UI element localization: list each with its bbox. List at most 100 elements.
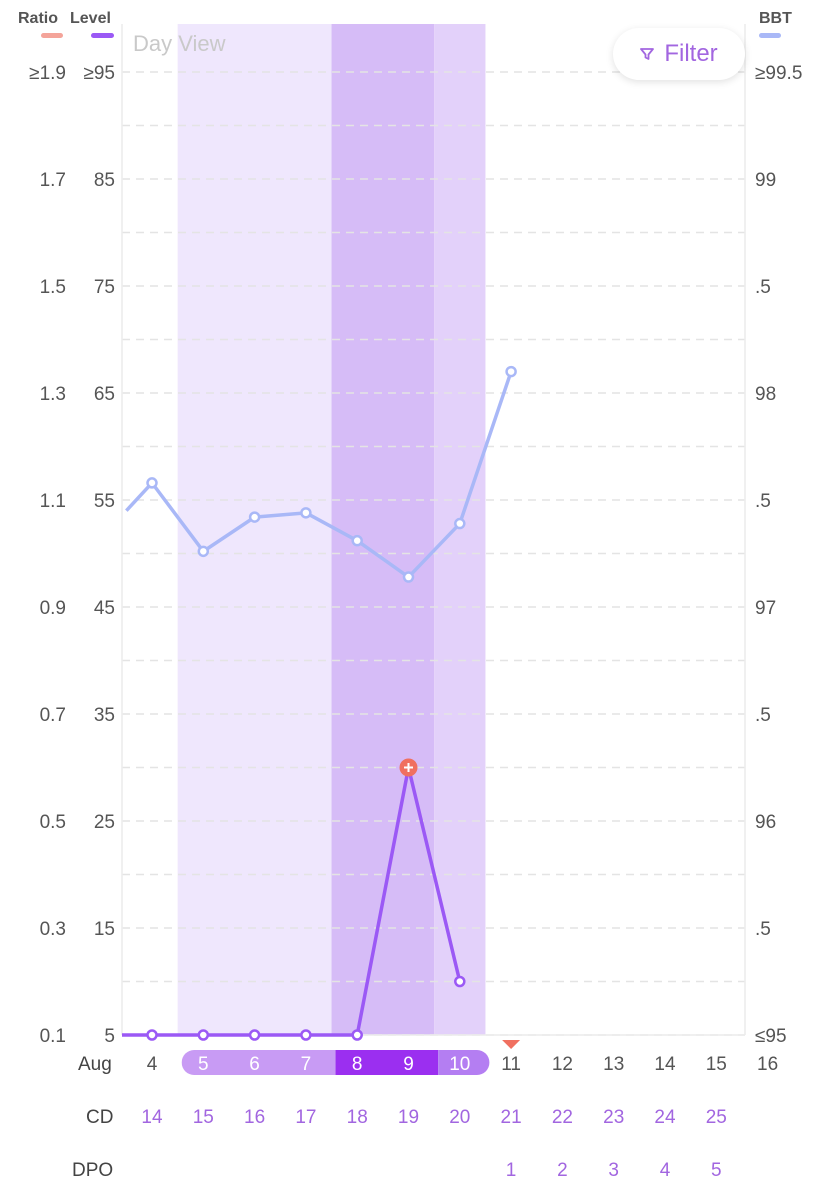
dpo-row-label: DPO bbox=[72, 1160, 113, 1181]
day-number: 7 bbox=[301, 1054, 312, 1075]
cycle-day-number: 20 bbox=[449, 1107, 470, 1128]
day-number: 10 bbox=[449, 1054, 470, 1075]
legend-bbt-swatch bbox=[759, 33, 781, 38]
level-tick-label: 65 bbox=[94, 384, 115, 405]
cycle-day-number: 24 bbox=[654, 1107, 676, 1128]
cycle-day-number: 21 bbox=[501, 1107, 522, 1128]
day-number: 4 bbox=[147, 1054, 158, 1075]
series-point-bbt bbox=[300, 507, 312, 519]
month-row-label: Aug bbox=[78, 1054, 112, 1075]
day-number: 14 bbox=[654, 1054, 676, 1075]
dpo-number: 3 bbox=[608, 1160, 619, 1181]
ratio-tick-label: 0.1 bbox=[40, 1026, 66, 1047]
dpo-number: 1 bbox=[506, 1160, 517, 1181]
day-number: 9 bbox=[403, 1054, 414, 1075]
legend-ratio-swatch bbox=[41, 33, 63, 38]
day-number: 5 bbox=[198, 1054, 209, 1075]
series-point-level bbox=[248, 1029, 261, 1041]
cycle-day-number: 25 bbox=[706, 1107, 727, 1128]
legend-ratio-label: Ratio bbox=[18, 10, 58, 27]
dpo-number: 4 bbox=[660, 1160, 671, 1181]
ratio-tick-label: 1.3 bbox=[40, 384, 66, 405]
bbt-tick-label: .5 bbox=[755, 705, 771, 726]
cycle-day-number: 16 bbox=[244, 1107, 265, 1128]
cycle-day-number: 18 bbox=[347, 1107, 368, 1128]
series-point-bbt bbox=[248, 511, 261, 523]
level-tick-label: 25 bbox=[94, 812, 115, 833]
day-rows: 4145156167178189191020112111222213233142… bbox=[141, 1050, 778, 1181]
day-number: 13 bbox=[603, 1054, 624, 1075]
legend-level-swatch bbox=[91, 33, 114, 38]
cycle-day-number: 22 bbox=[552, 1107, 573, 1128]
series-point-level bbox=[351, 1029, 363, 1041]
bbt-tick-label: ≥99.5 bbox=[755, 63, 802, 84]
bbt-tick-label: ≤95 bbox=[755, 1026, 787, 1047]
legend-level-label: Level bbox=[70, 10, 111, 27]
ratio-tick-label: ≥1.9 bbox=[29, 63, 66, 84]
fertility-band-peak-fertility bbox=[331, 24, 435, 1035]
ratio-tick-label: 0.7 bbox=[40, 705, 66, 726]
day-number: 11 bbox=[501, 1054, 521, 1075]
ratio-tick-label: 0.3 bbox=[40, 919, 66, 940]
bbt-tick-label: 99 bbox=[755, 170, 776, 191]
level-tick-label: 85 bbox=[94, 170, 115, 191]
fertility-bands bbox=[177, 24, 486, 1035]
bbt-tick-label: .5 bbox=[755, 277, 771, 298]
day-number: 6 bbox=[249, 1054, 260, 1075]
cycle-day-number: 15 bbox=[193, 1107, 214, 1128]
series bbox=[122, 365, 521, 1049]
bbt-tick-label: .5 bbox=[755, 919, 771, 940]
fertility-band-low-fertility bbox=[177, 24, 332, 1035]
day-number: 15 bbox=[706, 1054, 727, 1075]
level-tick-label: 75 bbox=[94, 277, 115, 298]
series-point-bbt bbox=[197, 545, 210, 558]
series-point-level bbox=[454, 975, 466, 988]
ratio-tick-label: 1.1 bbox=[40, 491, 66, 512]
day-number: 8 bbox=[352, 1054, 363, 1075]
highlight-day-segment bbox=[181, 1050, 336, 1075]
filter-button[interactable]: Filter bbox=[613, 28, 745, 80]
period-start-marker bbox=[502, 1040, 521, 1049]
cd-row-label: CD bbox=[86, 1107, 113, 1128]
fertility-band-high-fertility bbox=[434, 24, 486, 1035]
view-mode-label: Day View bbox=[133, 31, 226, 56]
highlight-day-segment bbox=[335, 1050, 439, 1075]
legend-bbt-label: BBT bbox=[759, 10, 792, 27]
level-tick-label: 15 bbox=[94, 919, 115, 940]
series-point-bbt bbox=[351, 534, 363, 547]
series-point-bbt bbox=[402, 571, 415, 583]
ratio-tick-label: 0.9 bbox=[40, 598, 66, 619]
level-tick-label: ≥95 bbox=[83, 63, 115, 84]
series-point-bbt bbox=[454, 517, 466, 530]
level-tick-label: 45 bbox=[94, 598, 115, 619]
bbt-tick-label: .5 bbox=[755, 491, 771, 512]
dpo-number: 2 bbox=[557, 1160, 568, 1181]
level-tick-label: 5 bbox=[104, 1026, 115, 1047]
cycle-day-number: 14 bbox=[141, 1107, 163, 1128]
day-number: 16 bbox=[757, 1054, 778, 1075]
series-point-level bbox=[197, 1029, 210, 1041]
series-point-level bbox=[146, 1029, 158, 1041]
bbt-tick-label: 98 bbox=[755, 384, 776, 405]
series-point-bbt bbox=[505, 365, 517, 378]
ratio-tick-label: 1.5 bbox=[40, 277, 66, 298]
highlight-day-segment bbox=[438, 1050, 490, 1075]
series-point-level bbox=[300, 1029, 312, 1041]
cycle-day-number: 19 bbox=[398, 1107, 419, 1128]
ratio-tick-label: 0.5 bbox=[40, 812, 66, 833]
series-line-level bbox=[122, 765, 462, 1037]
bbt-tick-label: 96 bbox=[755, 812, 776, 833]
day-number: 12 bbox=[552, 1054, 573, 1075]
level-tick-label: 55 bbox=[94, 491, 115, 512]
bbt-tick-label: 97 bbox=[755, 598, 776, 619]
grid bbox=[121, 24, 746, 1036]
dpo-number: 5 bbox=[711, 1160, 722, 1181]
series-point-bbt bbox=[146, 477, 158, 489]
cycle-day-number: 23 bbox=[603, 1107, 624, 1128]
level-tick-label: 35 bbox=[94, 705, 115, 726]
axis-labels: ≥1.9 1.7 1.5 1.3 1.1 0.9 0.7 0.5 0.3 0.1 ≥95 85 75 65… bbox=[29, 63, 802, 1047]
filter-label: Filter bbox=[664, 40, 718, 67]
ratio-tick-label: 1.7 bbox=[40, 170, 66, 191]
filter-icon bbox=[640, 48, 655, 60]
